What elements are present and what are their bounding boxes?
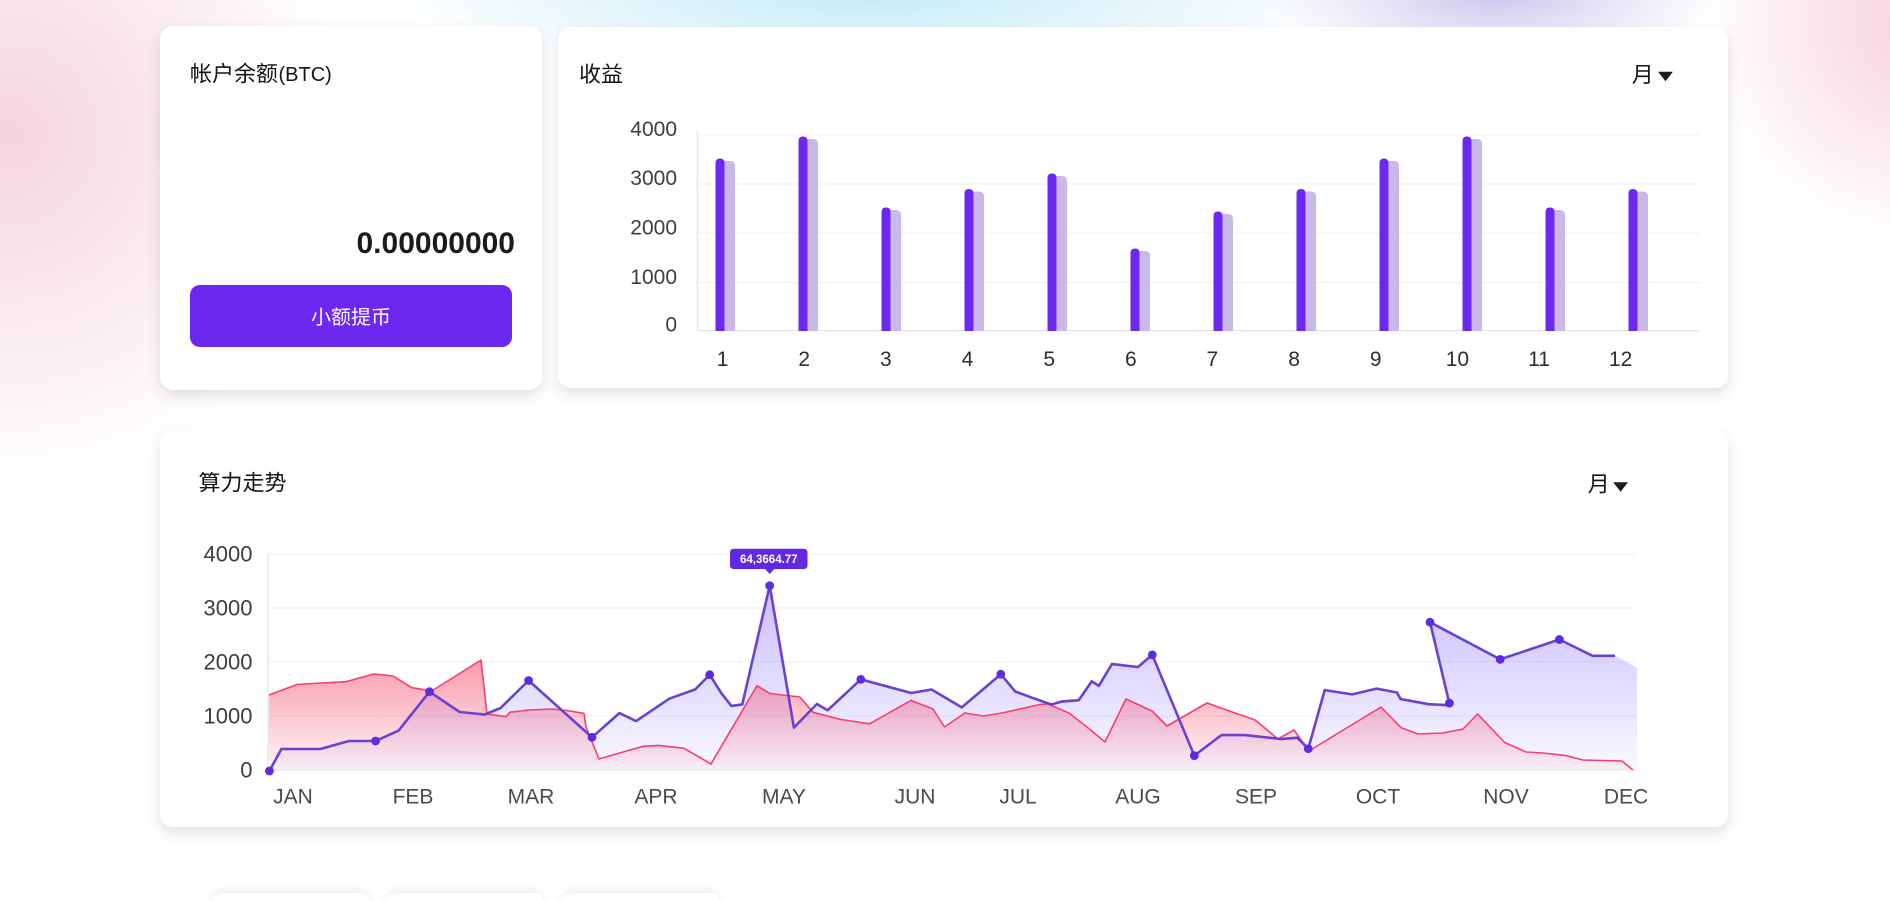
svg-text:3: 3 <box>880 348 892 371</box>
svg-text:0: 0 <box>240 758 252 783</box>
svg-text:7: 7 <box>1207 348 1219 371</box>
svg-text:6: 6 <box>1125 348 1137 371</box>
svg-text:5: 5 <box>1043 348 1055 371</box>
svg-text:MAR: MAR <box>508 785 555 808</box>
svg-text:1000: 1000 <box>630 266 677 289</box>
svg-text:4000: 4000 <box>630 118 677 141</box>
svg-text:SEP: SEP <box>1235 785 1277 808</box>
svg-text:2000: 2000 <box>630 217 677 240</box>
svg-text:OCT: OCT <box>1356 785 1401 808</box>
svg-text:JAN: JAN <box>273 785 313 808</box>
svg-text:DEC: DEC <box>1604 785 1648 808</box>
svg-text:FEB: FEB <box>393 785 434 808</box>
svg-text:12: 12 <box>1609 348 1632 371</box>
svg-text:3000: 3000 <box>630 167 677 190</box>
svg-text:1000: 1000 <box>204 704 253 729</box>
svg-text:3000: 3000 <box>204 596 253 621</box>
svg-text:APR: APR <box>634 785 677 808</box>
svg-text:2: 2 <box>798 348 810 371</box>
svg-text:10: 10 <box>1446 348 1469 371</box>
svg-text:0: 0 <box>665 314 677 337</box>
svg-text:8: 8 <box>1288 348 1300 371</box>
svg-text:JUL: JUL <box>999 785 1036 808</box>
svg-text:AUG: AUG <box>1115 785 1161 808</box>
svg-text:4000: 4000 <box>204 542 253 567</box>
svg-text:JUN: JUN <box>895 785 936 808</box>
svg-text:1: 1 <box>717 348 729 371</box>
svg-text:NOV: NOV <box>1483 785 1529 808</box>
svg-text:MAY: MAY <box>762 785 806 808</box>
svg-text:2000: 2000 <box>204 650 253 675</box>
svg-text:4: 4 <box>962 348 974 371</box>
svg-text:64,3664.77: 64,3664.77 <box>740 554 798 566</box>
svg-text:9: 9 <box>1370 348 1382 371</box>
svg-text:11: 11 <box>1528 348 1550 371</box>
